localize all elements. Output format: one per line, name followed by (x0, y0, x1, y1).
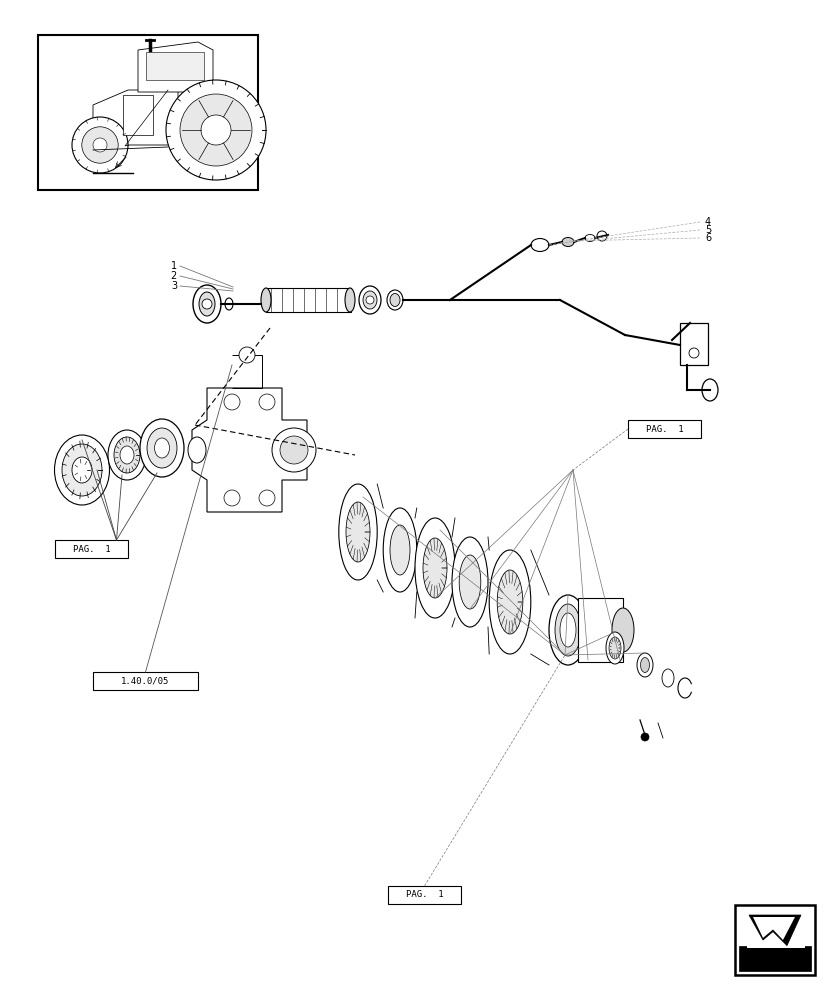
Polygon shape (93, 90, 178, 145)
Text: PAG.  1: PAG. 1 (645, 424, 682, 434)
Circle shape (272, 428, 316, 472)
Ellipse shape (155, 438, 170, 458)
Circle shape (596, 231, 606, 241)
Circle shape (165, 80, 265, 180)
Text: 3: 3 (170, 281, 177, 291)
Text: PAG.  1: PAG. 1 (405, 890, 442, 900)
Ellipse shape (120, 446, 134, 464)
Ellipse shape (188, 437, 206, 463)
Ellipse shape (346, 502, 370, 562)
Bar (123, 95, 153, 135)
Circle shape (202, 299, 212, 309)
Ellipse shape (489, 550, 530, 654)
Ellipse shape (345, 288, 355, 312)
Ellipse shape (261, 288, 270, 312)
Ellipse shape (140, 419, 184, 477)
Text: 1: 1 (170, 261, 177, 271)
Ellipse shape (611, 608, 633, 652)
Circle shape (201, 115, 231, 145)
Circle shape (82, 127, 118, 163)
Polygon shape (752, 917, 794, 940)
Polygon shape (138, 42, 213, 92)
Text: 4: 4 (704, 217, 710, 227)
Bar (388, 886, 461, 904)
Circle shape (239, 347, 255, 363)
Circle shape (259, 490, 275, 506)
Circle shape (93, 138, 107, 152)
Ellipse shape (636, 653, 653, 677)
Ellipse shape (530, 238, 548, 251)
Text: 6: 6 (704, 233, 710, 243)
Ellipse shape (359, 286, 380, 314)
Ellipse shape (390, 294, 399, 306)
Circle shape (640, 733, 648, 741)
Ellipse shape (496, 570, 522, 634)
Circle shape (224, 394, 240, 410)
Ellipse shape (62, 444, 102, 496)
Circle shape (280, 436, 308, 464)
Ellipse shape (548, 595, 586, 665)
Polygon shape (746, 913, 804, 948)
Ellipse shape (383, 508, 416, 592)
Ellipse shape (198, 292, 215, 316)
Ellipse shape (559, 613, 576, 647)
Ellipse shape (193, 285, 221, 323)
Polygon shape (748, 915, 800, 946)
Ellipse shape (609, 637, 620, 659)
Bar (55, 540, 128, 558)
Ellipse shape (423, 538, 447, 598)
Bar (146, 52, 203, 80)
Ellipse shape (114, 437, 140, 473)
Ellipse shape (147, 428, 177, 468)
Ellipse shape (55, 435, 109, 505)
Bar (739, 946, 810, 971)
Ellipse shape (225, 298, 232, 310)
Bar (93, 672, 198, 690)
Ellipse shape (585, 234, 595, 241)
Ellipse shape (390, 525, 409, 575)
Circle shape (179, 94, 251, 166)
Bar (627, 420, 700, 438)
Bar (577, 598, 622, 662)
Circle shape (224, 490, 240, 506)
Ellipse shape (662, 669, 673, 687)
Ellipse shape (414, 518, 455, 618)
Text: PAG.  1: PAG. 1 (73, 544, 110, 554)
Text: 2: 2 (170, 271, 177, 281)
Ellipse shape (605, 632, 624, 664)
Ellipse shape (108, 430, 146, 480)
Ellipse shape (362, 291, 376, 309)
Circle shape (259, 394, 275, 410)
Ellipse shape (386, 290, 403, 310)
Ellipse shape (562, 237, 573, 246)
Bar (734, 905, 814, 975)
Ellipse shape (338, 484, 377, 580)
Ellipse shape (452, 537, 487, 627)
Text: 1.40.0/05: 1.40.0/05 (122, 676, 170, 686)
Ellipse shape (72, 457, 92, 483)
Bar (38, 35, 258, 190)
Bar (265, 288, 351, 312)
Text: 5: 5 (704, 225, 710, 235)
Circle shape (72, 117, 128, 173)
Bar (679, 323, 707, 365)
Polygon shape (192, 388, 307, 512)
Ellipse shape (554, 604, 581, 656)
Circle shape (688, 348, 698, 358)
Ellipse shape (701, 379, 717, 401)
Ellipse shape (640, 658, 648, 672)
Circle shape (366, 296, 374, 304)
Ellipse shape (459, 555, 480, 609)
